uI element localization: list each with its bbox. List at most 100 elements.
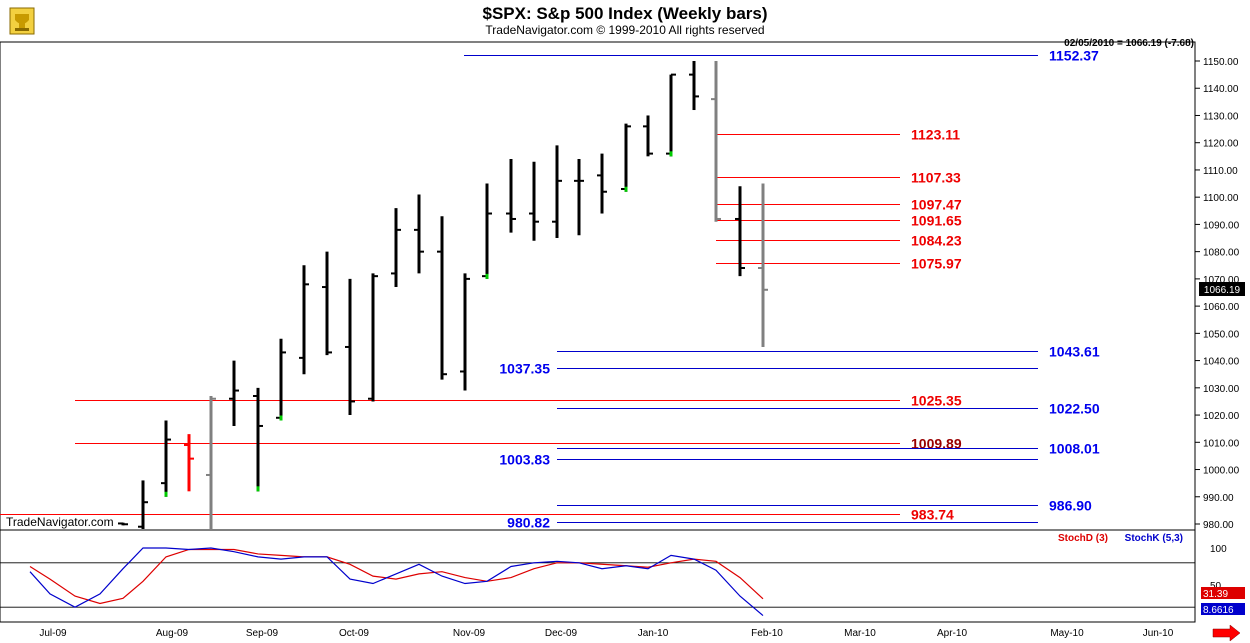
y-tick-label: 1020.00 bbox=[1203, 411, 1240, 422]
price-bar bbox=[460, 273, 470, 391]
x-tick-label: May-10 bbox=[1050, 628, 1084, 639]
price-bar bbox=[322, 251, 332, 356]
level-label: 1009.89 bbox=[911, 436, 962, 452]
y-tick-label: 1030.00 bbox=[1203, 384, 1240, 395]
price-bar bbox=[253, 387, 263, 492]
chart-title: $SPX: S&p 500 Index (Weekly bars) bbox=[482, 4, 767, 23]
stochd-value-box bbox=[1201, 587, 1245, 599]
price-bar bbox=[206, 395, 216, 529]
stochd-legend: StochD (3) bbox=[1058, 533, 1108, 544]
price-bars bbox=[118, 61, 768, 529]
price-axis: 980.00 990.00 1000.00 1010.00 1020.00 1030.00… bbox=[1195, 57, 1240, 531]
level-label: 983.74 bbox=[911, 507, 954, 523]
level-label: 1003.83 bbox=[499, 452, 550, 468]
y-tick-label: 1080.00 bbox=[1203, 248, 1240, 259]
level-label: 1091.65 bbox=[911, 213, 962, 229]
last-price-box bbox=[1199, 282, 1245, 296]
price-bar bbox=[574, 159, 584, 236]
y-tick-label: 1120.00 bbox=[1203, 139, 1239, 150]
level-label: 1075.97 bbox=[911, 256, 962, 272]
y-tick-label: 1130.00 bbox=[1203, 111, 1239, 122]
price-bar bbox=[506, 159, 516, 233]
x-tick-label: Oct-09 bbox=[339, 628, 369, 639]
level-label: 1107.33 bbox=[911, 170, 961, 186]
x-tick-label: Mar-10 bbox=[844, 628, 876, 639]
price-bar bbox=[414, 194, 424, 274]
y-tick-label: 980.00 bbox=[1203, 520, 1234, 531]
stoch-tick-label: 50 bbox=[1210, 581, 1222, 592]
price-bar bbox=[666, 73, 676, 157]
stoch-tick-label: 100 bbox=[1210, 544, 1227, 555]
chart-subtitle: TradeNavigator.com © 1999-2010 All right… bbox=[485, 23, 764, 37]
time-axis: Jul-09 Aug-09 Sep-09 Oct-09 Nov-09 Dec-09 Jan-… bbox=[39, 628, 1173, 639]
level-label: 1022.50 bbox=[1049, 401, 1100, 417]
y-tick-label: 1100.00 bbox=[1203, 193, 1239, 204]
y-tick-label: 1090.00 bbox=[1203, 220, 1240, 231]
level-label: 1043.61 bbox=[1049, 344, 1100, 360]
price-bar bbox=[345, 278, 355, 416]
stochk-value-label: 8.6616 bbox=[1203, 605, 1234, 616]
scroll-right-arrow-icon[interactable] bbox=[1212, 624, 1241, 642]
level-label: 1152.37 bbox=[1049, 48, 1099, 64]
level-label: 1084.23 bbox=[911, 233, 962, 249]
y-tick-label: 1110.00 bbox=[1203, 166, 1238, 177]
price-plot-frame bbox=[0, 41, 1196, 531]
price-bar bbox=[184, 434, 194, 492]
y-tick-label: 1140.00 bbox=[1203, 84, 1239, 95]
price-bar bbox=[643, 115, 653, 157]
level-label: 980.82 bbox=[507, 515, 550, 531]
level-label: 1037.35 bbox=[499, 361, 550, 377]
y-tick-label: 1000.00 bbox=[1203, 466, 1240, 477]
y-tick-label: 1070.00 bbox=[1203, 275, 1240, 286]
level-label: 1097.47 bbox=[911, 197, 962, 213]
price-bar bbox=[229, 360, 239, 426]
x-tick-label: Dec-09 bbox=[545, 628, 578, 639]
price-bar bbox=[621, 123, 631, 192]
price-bar bbox=[276, 338, 286, 421]
price-bar bbox=[368, 273, 378, 402]
status-readout: 02/05/2010 = 1066.19 (-7.68) bbox=[1064, 38, 1194, 49]
price-bar bbox=[552, 145, 562, 239]
x-tick-label: Sep-09 bbox=[246, 628, 279, 639]
price-bar bbox=[118, 522, 128, 526]
x-tick-label: Aug-09 bbox=[156, 628, 189, 639]
price-bar bbox=[597, 153, 607, 214]
price-bar bbox=[161, 420, 171, 497]
level-label: 1025.35 bbox=[911, 393, 962, 409]
x-tick-label: Jun-10 bbox=[1143, 628, 1174, 639]
stochd-value-label: 31.39 bbox=[1203, 589, 1228, 600]
level-label: 1008.01 bbox=[1049, 441, 1100, 457]
stochk-legend: StochK (5,3) bbox=[1125, 533, 1183, 544]
stochd-line bbox=[29, 548, 764, 605]
price-bar bbox=[437, 216, 447, 380]
x-tick-label: Nov-09 bbox=[453, 628, 486, 639]
stochk-line bbox=[29, 547, 764, 617]
price-bar bbox=[689, 61, 699, 111]
x-tick-label: Apr-10 bbox=[937, 628, 967, 639]
y-tick-label: 1010.00 bbox=[1203, 438, 1240, 449]
price-bar bbox=[391, 208, 401, 288]
x-tick-label: Jul-09 bbox=[39, 628, 67, 639]
level-label: 1123.11 bbox=[911, 127, 960, 143]
watermark-text: TradeNavigator.com bbox=[6, 515, 114, 529]
stochastic-plot-frame bbox=[0, 529, 1196, 623]
x-tick-label: Jan-10 bbox=[638, 628, 669, 639]
trophy-logo-icon bbox=[9, 7, 35, 35]
price-bar bbox=[758, 183, 768, 347]
y-tick-label: 1150.00 bbox=[1203, 57, 1239, 68]
stochk-value-box bbox=[1201, 603, 1245, 615]
y-tick-label: 1040.00 bbox=[1203, 357, 1240, 368]
price-bar bbox=[482, 183, 492, 279]
y-tick-label: 1060.00 bbox=[1203, 302, 1240, 313]
x-tick-label: Feb-10 bbox=[751, 628, 783, 639]
level-label: 986.90 bbox=[1049, 498, 1092, 514]
y-tick-label: 1050.00 bbox=[1203, 329, 1240, 340]
price-bar bbox=[711, 61, 721, 222]
price-bar bbox=[299, 265, 309, 375]
price-bar bbox=[529, 161, 539, 241]
price-bar bbox=[138, 480, 148, 529]
y-tick-label: 990.00 bbox=[1203, 493, 1234, 504]
